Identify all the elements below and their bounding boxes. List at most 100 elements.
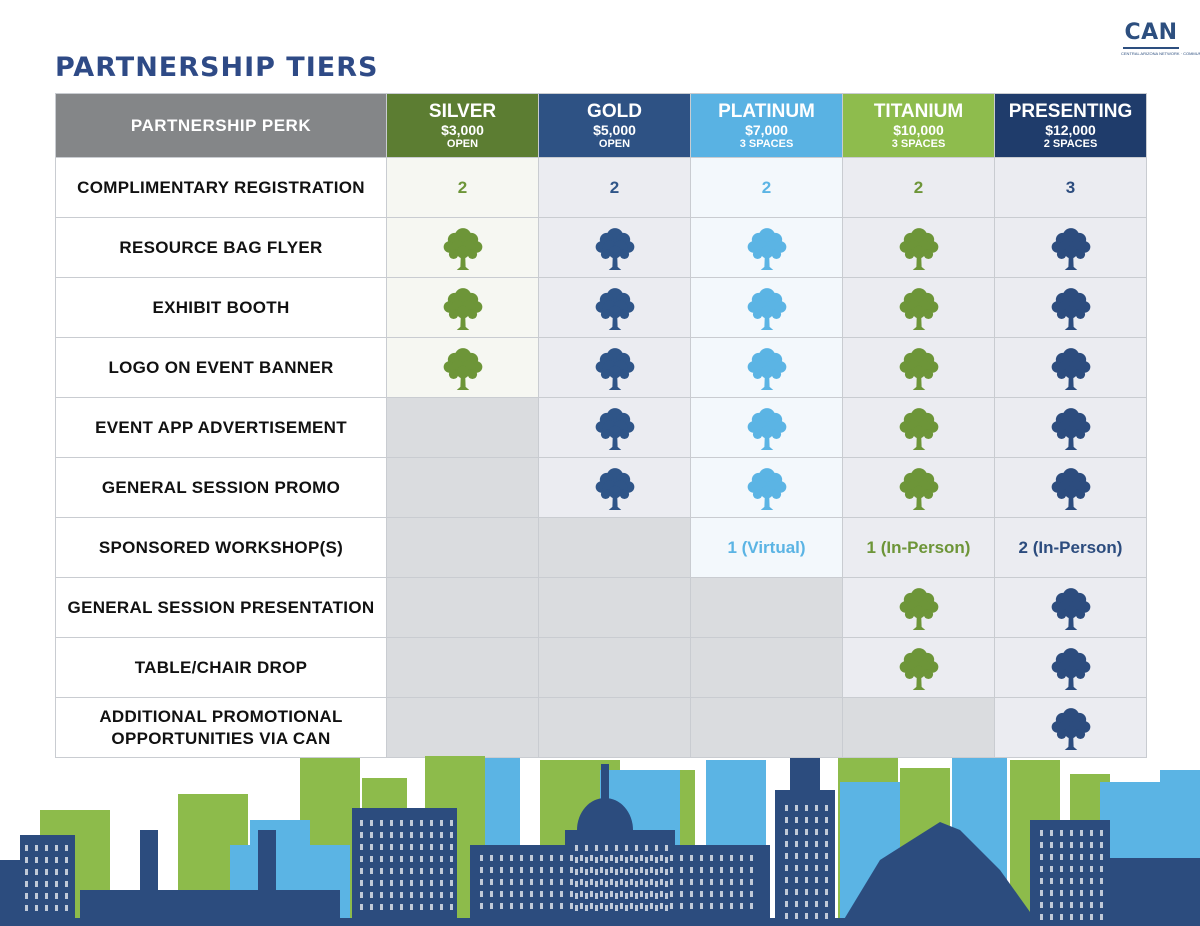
window xyxy=(1060,842,1063,848)
window xyxy=(740,867,743,873)
perk-row: GENERAL SESSION PROMO xyxy=(55,457,1147,518)
window xyxy=(520,855,523,861)
window xyxy=(65,881,68,887)
window xyxy=(65,893,68,899)
window xyxy=(570,867,573,873)
logo-divider xyxy=(1123,47,1179,49)
window xyxy=(500,867,503,873)
window xyxy=(805,877,808,883)
window xyxy=(580,855,583,861)
window xyxy=(740,855,743,861)
window xyxy=(600,903,603,909)
window xyxy=(805,865,808,871)
window xyxy=(500,891,503,897)
window xyxy=(1060,890,1063,896)
window xyxy=(630,867,633,873)
window xyxy=(55,857,58,863)
window xyxy=(55,845,58,851)
window xyxy=(35,893,38,899)
tier-header-titanium: TITANIUM $10,000 3 SPACES xyxy=(842,93,995,158)
window xyxy=(640,903,643,909)
window xyxy=(540,891,543,897)
window xyxy=(530,891,533,897)
window xyxy=(585,881,588,887)
window xyxy=(570,855,573,861)
window xyxy=(1050,866,1053,872)
window xyxy=(785,877,788,883)
window xyxy=(560,855,563,861)
window xyxy=(500,903,503,909)
window xyxy=(815,817,818,823)
window xyxy=(410,844,413,850)
window xyxy=(825,805,828,811)
window xyxy=(560,891,563,897)
window xyxy=(25,869,28,875)
included-cell xyxy=(386,277,539,338)
window xyxy=(390,904,393,910)
window xyxy=(560,879,563,885)
window xyxy=(1080,890,1083,896)
perk-label: EXHIBIT BOOTH xyxy=(55,277,387,338)
window xyxy=(430,892,433,898)
window xyxy=(1090,878,1093,884)
window xyxy=(1100,830,1103,836)
window xyxy=(655,905,658,911)
window xyxy=(380,892,383,898)
window xyxy=(440,856,443,862)
perk-value: 2 xyxy=(913,177,924,197)
tier-name: GOLD xyxy=(587,100,642,122)
window xyxy=(420,892,423,898)
window xyxy=(510,867,513,873)
tree-icon xyxy=(594,467,636,510)
window xyxy=(575,869,578,875)
perk-label: ADDITIONAL PROMOTIONAL OPPORTUNITIES VIA… xyxy=(55,697,387,758)
window xyxy=(1040,914,1043,920)
window xyxy=(1100,914,1103,920)
window xyxy=(1080,878,1083,884)
window xyxy=(520,903,523,909)
window xyxy=(410,820,413,826)
window xyxy=(625,905,628,911)
window xyxy=(490,855,493,861)
included-cell xyxy=(994,637,1147,698)
window xyxy=(570,879,573,885)
window xyxy=(795,841,798,847)
window xyxy=(710,891,713,897)
window xyxy=(55,905,58,911)
window xyxy=(750,903,753,909)
window xyxy=(650,903,653,909)
window xyxy=(620,855,623,861)
window xyxy=(635,845,638,851)
window xyxy=(440,832,443,838)
window xyxy=(510,903,513,909)
tree-icon xyxy=(1050,707,1092,750)
value-cell: 2 xyxy=(842,157,995,218)
window xyxy=(825,889,828,895)
tree-icon xyxy=(1050,467,1092,510)
window xyxy=(645,905,648,911)
window xyxy=(665,857,668,863)
window xyxy=(595,857,598,863)
tree-icon xyxy=(898,347,940,390)
window xyxy=(645,857,648,863)
perk-value: 1 (In-Person) xyxy=(866,537,971,557)
window xyxy=(530,879,533,885)
included-cell xyxy=(690,337,843,398)
window xyxy=(665,845,668,851)
value-cell: 2 xyxy=(690,157,843,218)
empty-cell xyxy=(690,697,843,758)
tree-icon xyxy=(594,287,636,330)
window xyxy=(665,905,668,911)
window xyxy=(805,829,808,835)
included-cell xyxy=(842,337,995,398)
window xyxy=(360,880,363,886)
window xyxy=(605,869,608,875)
included-cell xyxy=(994,697,1147,758)
window xyxy=(480,891,483,897)
window xyxy=(450,844,453,850)
logo-tagline: CENTRAL ARIZONA NETWORK · COMMUNITY ACTI… xyxy=(1121,51,1200,56)
empty-cell xyxy=(538,577,691,638)
window xyxy=(690,891,693,897)
skyline-navy-buildings xyxy=(0,758,1200,926)
window xyxy=(640,891,643,897)
